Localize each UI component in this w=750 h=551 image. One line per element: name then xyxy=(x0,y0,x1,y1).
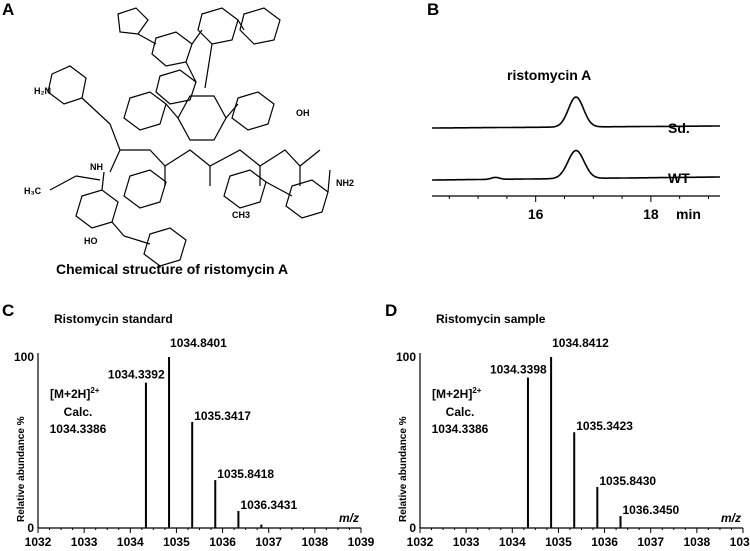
spectrum-peak-label: 1034.8401 xyxy=(170,336,227,350)
spectrum-peak-label: 1035.3417 xyxy=(194,409,251,423)
chromatogram-trace-sd xyxy=(432,96,720,129)
structure-label-nh2: NH2 xyxy=(336,178,354,188)
spectrum-x-tick-label: 1032 xyxy=(407,535,434,549)
spectrum-calc-value: 1034.3386 xyxy=(432,422,489,436)
panel-letter-b: B xyxy=(427,0,440,19)
chromatogram-title: ristomycin A xyxy=(507,67,591,83)
structure-bonds xyxy=(47,7,331,267)
spectrum-ion-charge: 2+ xyxy=(90,386,99,395)
structure-label-oh: OH xyxy=(296,108,310,118)
spectrum-x-tick-label: 1036 xyxy=(591,535,618,549)
spectrum-peak-label: 1036.3450 xyxy=(622,503,679,517)
spectrum-peak-label: 1035.3423 xyxy=(576,419,633,433)
spectrum-x-tick-label: 1035 xyxy=(545,535,572,549)
spectrum-title: Ristomycin sample xyxy=(436,312,546,326)
spectrum-x-label: m/z xyxy=(339,511,359,525)
spectrum-x-tick-label: 1033 xyxy=(71,535,98,549)
spectrum-calc-label: Calc. xyxy=(64,405,93,419)
spectrum-calc-value: 1034.3386 xyxy=(50,422,107,436)
spectrum-x-tick-label: 1037 xyxy=(637,535,664,549)
spectrum-title: Ristomycin standard xyxy=(54,312,173,326)
spectrum-y-tick-label: 100 xyxy=(396,350,416,364)
structure-label-h3co: H₃C xyxy=(24,186,42,196)
spectrum-x-tick-label: 1037 xyxy=(255,535,282,549)
chromatogram-x-label: min xyxy=(676,206,701,222)
panel-letter-d: D xyxy=(385,301,398,320)
structure-label-ch3: CH3 xyxy=(232,210,250,220)
spectrum-y-tick-label: 0 xyxy=(27,521,34,535)
spectrum-ion-charge: 2+ xyxy=(472,386,481,395)
spectrum-x-tick-label: 1035 xyxy=(163,535,190,549)
chromatogram-tick-label: 16 xyxy=(528,206,544,222)
spectrum-peak-label: 1035.8418 xyxy=(217,467,274,481)
spectrum-peak-label: 1034.3392 xyxy=(108,368,165,382)
spectrum-y-tick-label: 100 xyxy=(14,350,34,364)
series-label-wt: WT xyxy=(668,170,690,186)
spectrum-x-tick-label: 1039 xyxy=(348,535,375,549)
spectrum-x-tick-label: 1032 xyxy=(25,535,52,549)
spectrum-ion-annotation: [M+2H]2+ xyxy=(432,386,482,401)
structure-label-nh: NH xyxy=(90,162,103,172)
spectrum-calc-label: Calc. xyxy=(446,405,475,419)
spectrum-peak-label: 1036.3431 xyxy=(240,498,297,512)
spectrum-x-tick-label: 1034 xyxy=(499,535,526,549)
spectrum-peak-label: 1034.8412 xyxy=(552,336,609,350)
spectrum-peak-label: 1035.8430 xyxy=(599,474,656,488)
chromatogram-tick-label: 18 xyxy=(643,206,659,222)
spectrum-peak-label: 1034.3398 xyxy=(490,363,547,377)
chromatogram-trace-wt xyxy=(432,149,720,181)
panel-letter-c: C xyxy=(2,301,15,320)
spectrum-x-tick-label: 1039 xyxy=(730,535,750,549)
spectrum-x-tick-label: 1033 xyxy=(453,535,480,549)
spectrum-y-label: Relative abundance % xyxy=(16,416,27,522)
spectrum-y-tick-label: 0 xyxy=(409,521,416,535)
spectrum-x-tick-label: 1036 xyxy=(209,535,236,549)
spectrum-x-tick-label: 1038 xyxy=(684,535,711,549)
structure-label-h2n: H₂N xyxy=(34,86,51,96)
spectrum-ion-annotation: [M+2H]2+ xyxy=(50,386,100,401)
structure-caption: Chemical structure of ristomycin A xyxy=(56,261,288,277)
spectrum-y-label: Relative abundance % xyxy=(398,416,409,522)
spectrum-x-tick-label: 1034 xyxy=(117,535,144,549)
spectrum-x-label: m/z xyxy=(721,511,741,525)
structure-label-ho: HO xyxy=(84,236,98,246)
spectrum-x-tick-label: 1038 xyxy=(302,535,329,549)
series-label-sd: Sd. xyxy=(668,120,690,136)
panel-letter-a: A xyxy=(2,0,15,19)
